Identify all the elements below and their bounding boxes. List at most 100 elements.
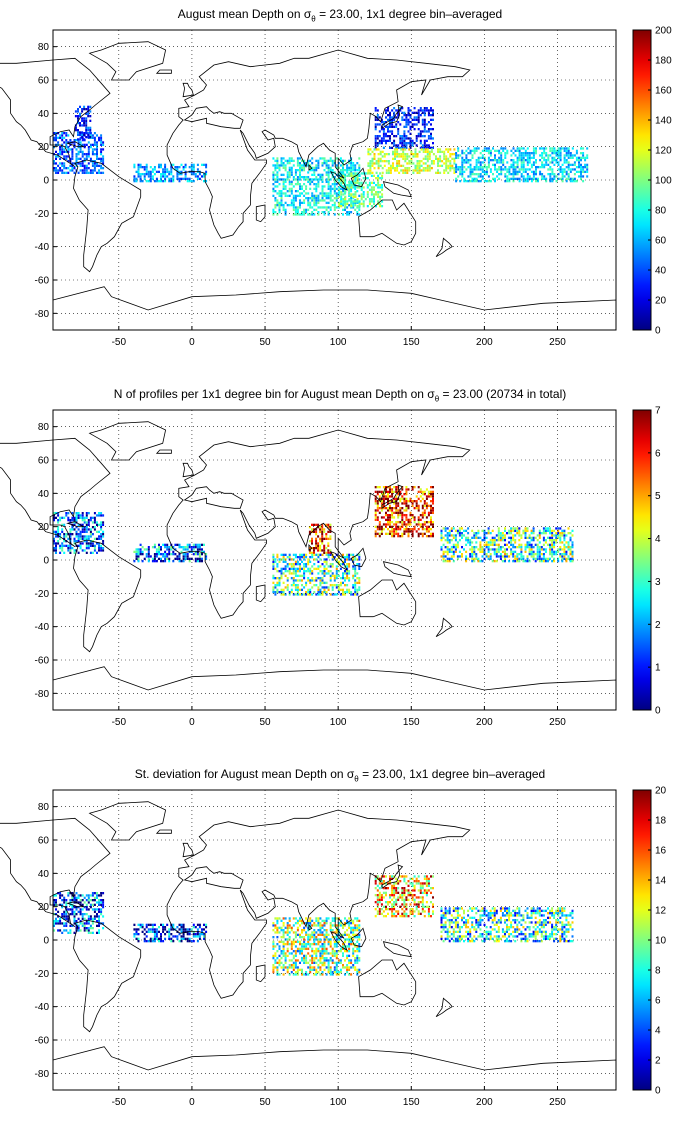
data-bin xyxy=(344,180,346,183)
data-bin xyxy=(331,586,334,589)
data-bin xyxy=(522,914,525,917)
data-bin xyxy=(376,912,379,915)
data-bin xyxy=(73,167,76,170)
data-bin xyxy=(401,525,404,528)
data-bin xyxy=(81,542,84,545)
data-bin xyxy=(325,591,328,594)
data-bin xyxy=(561,555,564,558)
data-bin xyxy=(499,909,502,912)
data-bin xyxy=(135,550,138,553)
data-bin xyxy=(463,529,465,532)
data-bin xyxy=(452,527,455,530)
data-bin xyxy=(350,169,353,172)
data-bin xyxy=(417,116,420,119)
data-bin xyxy=(452,909,455,912)
data-bin xyxy=(504,919,506,922)
panel-profile-count: N of profiles per 1x1 degree bin for Aug… xyxy=(0,380,696,760)
data-bin xyxy=(313,204,316,207)
data-bin xyxy=(327,178,330,181)
data-bin xyxy=(402,155,405,158)
data-bin xyxy=(321,190,324,193)
data-bin xyxy=(402,164,405,167)
data-bin xyxy=(321,176,324,179)
data-bin xyxy=(286,579,289,582)
data-bin xyxy=(309,570,312,573)
data-bin xyxy=(492,163,494,166)
data-bin xyxy=(406,169,409,172)
data-bin xyxy=(563,156,566,159)
data-bin xyxy=(327,586,330,589)
data-bin xyxy=(315,176,318,179)
data-bin xyxy=(471,154,474,157)
data-bin xyxy=(378,891,381,894)
data-bin xyxy=(487,175,490,178)
data-bin xyxy=(549,154,552,157)
data-bin xyxy=(471,921,474,924)
data-bin xyxy=(425,875,428,878)
data-bin xyxy=(427,910,430,913)
data-bin xyxy=(151,175,154,178)
data-bin xyxy=(201,175,203,178)
data-bin xyxy=(522,529,525,532)
data-bin xyxy=(67,537,70,540)
x-tick-label: 0 xyxy=(189,337,195,348)
data-bin xyxy=(440,919,443,922)
data-bin xyxy=(329,169,332,172)
data-bin xyxy=(555,532,558,535)
data-bin xyxy=(425,130,428,133)
data-bin xyxy=(471,553,474,556)
data-bin xyxy=(499,539,502,542)
data-bin xyxy=(421,532,424,535)
data-bin xyxy=(561,180,564,183)
data-bin xyxy=(405,488,408,491)
data-bin xyxy=(535,149,537,152)
data-bin xyxy=(317,547,320,550)
data-bin xyxy=(399,880,402,883)
data-bin xyxy=(371,171,374,174)
data-bin xyxy=(339,563,342,566)
data-bin xyxy=(376,118,379,121)
data-bin xyxy=(530,529,533,532)
data-bin xyxy=(368,184,371,187)
data-bin xyxy=(77,146,80,149)
data-bin xyxy=(377,179,380,182)
data-bin xyxy=(406,153,409,156)
data-bin xyxy=(553,529,556,532)
data-bin xyxy=(385,511,387,514)
data-bin xyxy=(91,143,94,146)
data-bin xyxy=(198,557,201,560)
data-bin xyxy=(393,497,396,500)
data-bin xyxy=(485,546,488,549)
data-bin xyxy=(135,555,138,558)
data-bin xyxy=(526,912,529,915)
data-bin xyxy=(59,544,62,547)
data-bin xyxy=(317,526,320,529)
data-bin xyxy=(385,894,387,897)
data-bin xyxy=(401,146,404,149)
data-bin xyxy=(423,532,426,535)
data-bin xyxy=(510,536,513,539)
data-bin xyxy=(317,162,320,165)
data-bin xyxy=(79,122,81,125)
data-bin xyxy=(522,170,525,173)
data-bin xyxy=(524,534,527,537)
data-bin xyxy=(569,553,572,556)
data-bin xyxy=(430,486,432,489)
data-bin xyxy=(158,170,160,173)
data-bin xyxy=(141,553,144,556)
data-bin xyxy=(71,150,74,153)
data-bin xyxy=(158,163,160,166)
data-bin xyxy=(463,159,466,162)
data-bin xyxy=(77,162,80,165)
data-bin xyxy=(286,190,289,193)
data-bin xyxy=(461,916,463,919)
data-bin xyxy=(541,154,544,157)
data-bin xyxy=(403,898,406,901)
data-bin xyxy=(423,111,426,114)
data-bin xyxy=(530,550,533,553)
y-tick-label: 0 xyxy=(43,176,49,187)
data-bin xyxy=(385,915,387,918)
coastline-greenland xyxy=(88,41,167,81)
data-bin xyxy=(534,557,537,560)
